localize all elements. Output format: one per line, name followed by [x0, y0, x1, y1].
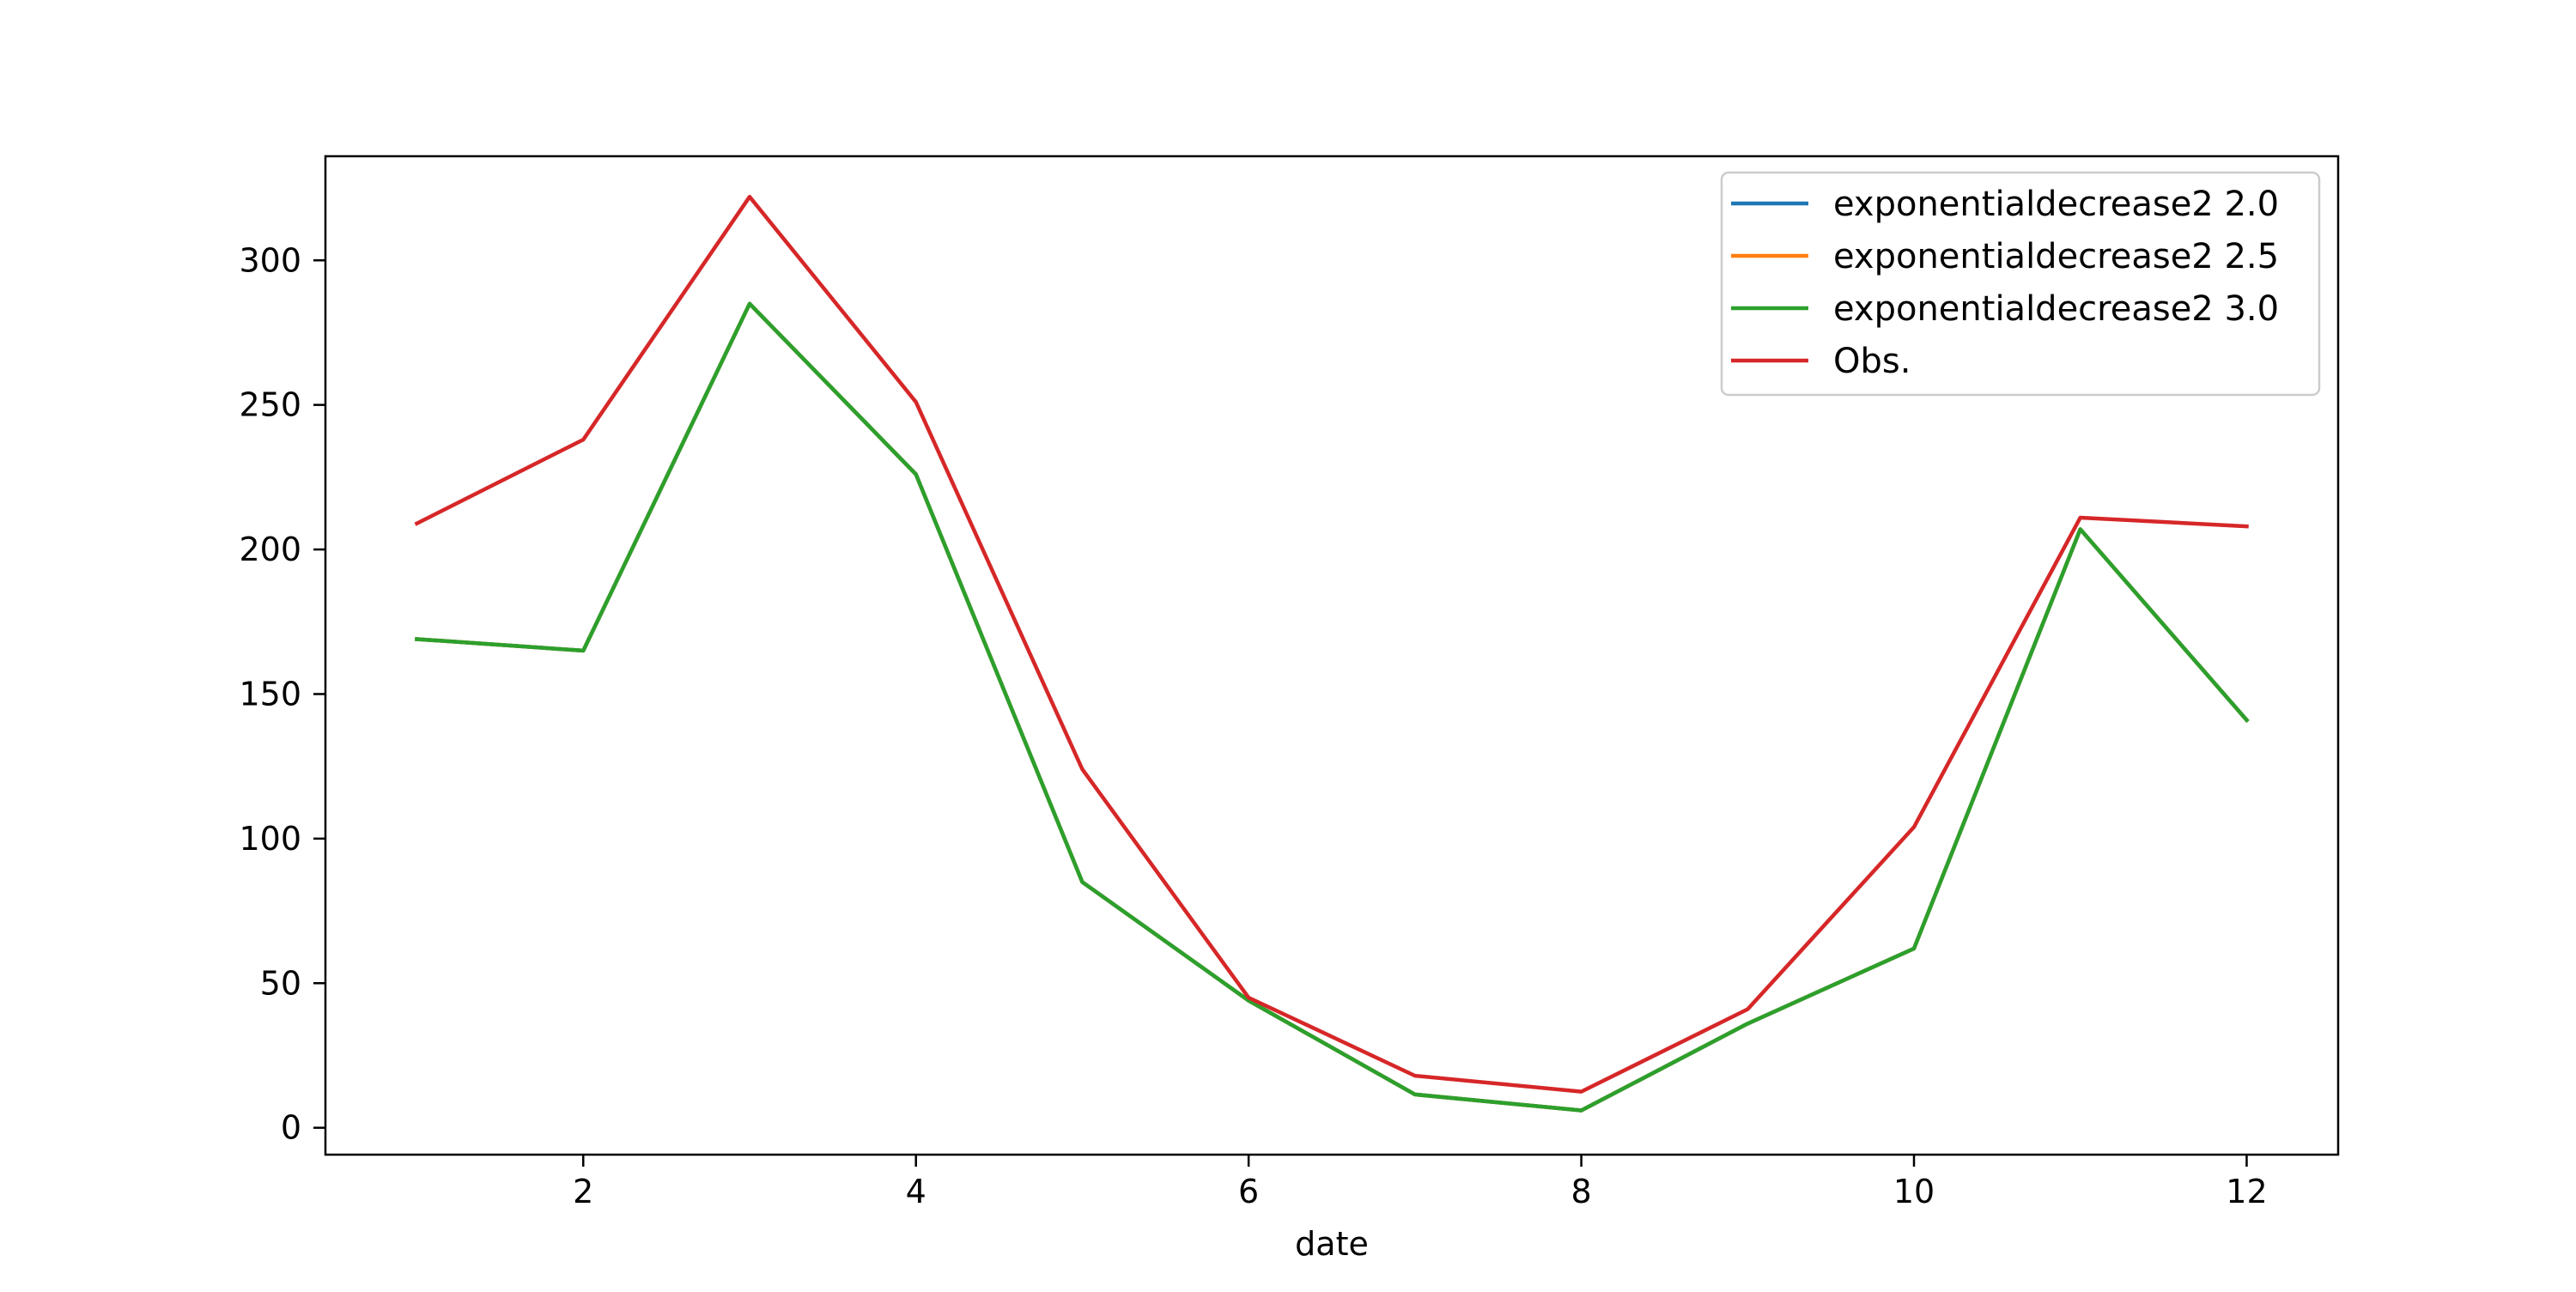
legend-label: Obs. [1833, 342, 1911, 381]
legend-label: exponentialdecrease2 2.5 [1833, 237, 2279, 276]
legend: exponentialdecrease2 2.0 exponentialdecre… [1720, 171, 2321, 397]
x-tick-label: 10 [1893, 1173, 1935, 1210]
legend-label: exponentialdecrease2 2.0 [1833, 185, 2279, 224]
plot-frame [324, 155, 2340, 1156]
series-line-3 [415, 301, 2250, 1113]
y-tick-label: 200 [239, 531, 301, 568]
legend-box [1720, 171, 2321, 397]
y-tick-label: 300 [239, 241, 301, 279]
x-tick-label: 2 [573, 1173, 593, 1210]
x-axis-label: date [1295, 1225, 1369, 1263]
x-tick-label: 8 [1571, 1173, 1591, 1210]
series-line-4 [414, 194, 2249, 1094]
y-tick-label: 100 [239, 820, 301, 858]
legend-label: exponentialdecrease2 3.0 [1833, 289, 2279, 329]
x-tick-label: 4 [906, 1173, 927, 1210]
x-tick-label: 6 [1238, 1173, 1259, 1210]
x-axis: 2 4 6 8 10 12 [573, 1155, 2268, 1210]
y-axis: 0 50 100 150 200 250 300 [239, 241, 325, 1147]
y-tick-label: 150 [239, 675, 301, 713]
x-tick-label: 12 [2226, 1173, 2267, 1210]
y-tick-label: 0 [281, 1109, 301, 1147]
y-tick-label: 250 [239, 386, 301, 424]
y-tick-label: 50 [260, 964, 301, 1002]
series-layer [414, 194, 2250, 1113]
